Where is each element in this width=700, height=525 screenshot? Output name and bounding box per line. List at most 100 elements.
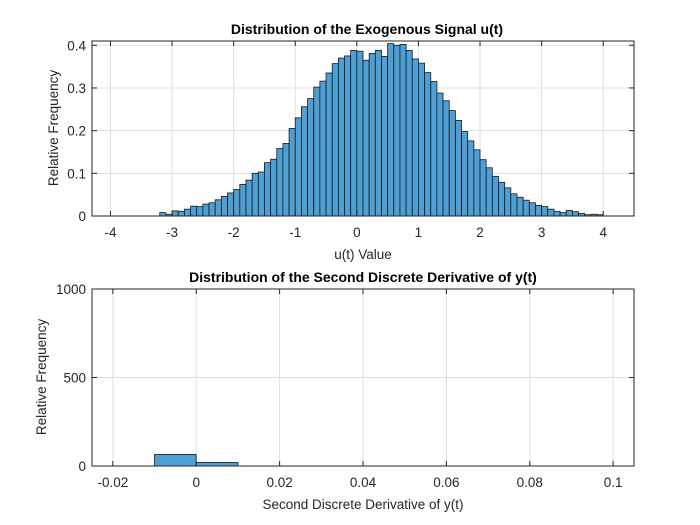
x-tick-label: 0.02 xyxy=(266,475,292,490)
chart-title-derivative: Distribution of the Second Discrete Deri… xyxy=(189,269,537,285)
histogram-bar-u xyxy=(264,162,272,217)
x-tick-label: -2 xyxy=(228,225,240,240)
histogram-bar-u xyxy=(535,204,543,217)
histogram-bar-u xyxy=(214,199,222,217)
histogram-bar-derivative xyxy=(195,462,239,467)
histogram-bar-u xyxy=(233,189,241,217)
histogram-bar-u xyxy=(356,50,364,217)
histogram-bar-u xyxy=(559,212,567,217)
histogram-bar-u xyxy=(196,206,204,217)
histogram-bar-u xyxy=(350,49,358,217)
histogram-bar-u xyxy=(572,211,579,217)
histogram-bar-u xyxy=(528,202,536,217)
histogram-bar-u xyxy=(344,55,352,217)
histogram-u-axes: Distribution of the Exogenous Signal u(t… xyxy=(46,21,635,262)
x-tick-label: 0.06 xyxy=(433,475,459,490)
histogram-bar-u xyxy=(522,199,530,217)
histogram-bar-u xyxy=(337,57,345,217)
y-tick-label: 500 xyxy=(63,371,86,386)
histogram-bar-u xyxy=(467,140,475,217)
histogram-bar-u xyxy=(547,208,555,217)
y-tick-label: 0 xyxy=(78,459,86,474)
y-tick-label: 0 xyxy=(78,209,86,224)
x-tick-label: 0.04 xyxy=(350,475,377,490)
histogram-bar-u xyxy=(220,195,228,217)
histogram-bar-u xyxy=(202,203,210,217)
x-tick-label: 0 xyxy=(192,475,200,490)
histogram-bar-u xyxy=(159,212,167,217)
histogram-bar-u xyxy=(288,128,296,217)
histogram-bar-u xyxy=(454,119,462,217)
histogram-bar-u xyxy=(177,210,185,217)
histogram-bar-u xyxy=(479,159,487,217)
histogram-bar-u xyxy=(313,86,321,217)
x-tick-label: -1 xyxy=(289,225,301,240)
histogram-bar-u xyxy=(436,92,444,217)
x-axis-label-derivative: Second Discrete Derivative of y(t) xyxy=(262,497,463,512)
histogram-bar-u xyxy=(442,100,450,217)
histogram-bar-u xyxy=(424,72,432,217)
histogram-bar-u xyxy=(405,49,413,217)
histogram-bar-u xyxy=(393,44,401,217)
histogram-bar-u xyxy=(473,149,481,217)
histogram-bar-u xyxy=(331,63,339,217)
y-tick-label: 0.3 xyxy=(67,81,86,96)
y-tick-label: 0.4 xyxy=(67,38,86,53)
histogram-bar-u xyxy=(418,62,425,217)
plot-box-u xyxy=(91,40,635,217)
histogram-bar-u xyxy=(430,81,438,217)
histogram-bar-u xyxy=(245,179,253,217)
histogram-bar-u xyxy=(282,143,290,217)
chart-title-u: Distribution of the Exogenous Signal u(t… xyxy=(231,21,503,37)
histogram-bar-u xyxy=(381,55,389,217)
x-tick-label: 3 xyxy=(538,225,546,240)
y-axis-label-derivative: Relative Frequency xyxy=(34,319,49,436)
y-tick-label: 0.1 xyxy=(67,166,86,181)
histogram-bar-u xyxy=(553,210,561,217)
histogram-bar-u xyxy=(276,148,284,217)
x-tick-label: -4 xyxy=(104,225,116,240)
histogram-bar-u xyxy=(485,167,493,217)
histogram-bar-u xyxy=(399,44,407,217)
histogram-bar-derivative xyxy=(154,454,197,467)
histogram-bar-u xyxy=(374,49,382,217)
histogram-derivative-axes: Distribution of the Second Discrete Deri… xyxy=(34,269,635,512)
histogram-bar-u xyxy=(294,117,302,217)
histogram-bar-u xyxy=(257,171,265,217)
histogram-bar-u xyxy=(362,59,370,217)
histogram-bar-u xyxy=(491,175,499,217)
histogram-bar-u xyxy=(541,206,549,217)
x-tick-label: 1 xyxy=(415,225,423,240)
histogram-bar-u xyxy=(307,98,315,217)
y-tick-label: 0.2 xyxy=(67,124,86,139)
x-tick-label: 0.08 xyxy=(517,475,543,490)
histogram-bar-u xyxy=(301,106,308,217)
x-axis-label-u: u(t) Value xyxy=(334,247,392,262)
x-tick-label: 4 xyxy=(599,225,607,240)
histogram-bar-u xyxy=(239,184,247,217)
histogram-bar-u xyxy=(251,172,259,217)
histogram-bar-u xyxy=(325,72,333,217)
histogram-bar-u xyxy=(368,52,376,217)
x-tick-label: -3 xyxy=(166,225,178,240)
histogram-bar-u xyxy=(319,80,327,217)
x-tick-label: 2 xyxy=(476,225,484,240)
x-tick-label: 0.1 xyxy=(604,475,623,490)
histogram-bar-u xyxy=(387,43,395,217)
y-axis-label-u: Relative Frequency xyxy=(46,70,61,187)
histogram-bar-u xyxy=(461,131,469,217)
x-tick-label: 0 xyxy=(353,225,361,240)
histogram-bar-u xyxy=(183,208,191,217)
histogram-bar-u xyxy=(565,210,573,217)
histogram-bar-u xyxy=(411,58,419,217)
histogram-bar-u xyxy=(516,196,524,217)
histogram-bar-u xyxy=(448,110,456,217)
histogram-bar-u xyxy=(171,210,179,217)
histogram-bar-u xyxy=(510,193,518,217)
histogram-bar-u xyxy=(227,192,235,217)
x-tick-label: -0.02 xyxy=(97,475,128,490)
histogram-bar-u xyxy=(208,202,216,217)
y-tick-label: 1000 xyxy=(56,282,86,297)
histogram-bar-u xyxy=(504,187,512,217)
